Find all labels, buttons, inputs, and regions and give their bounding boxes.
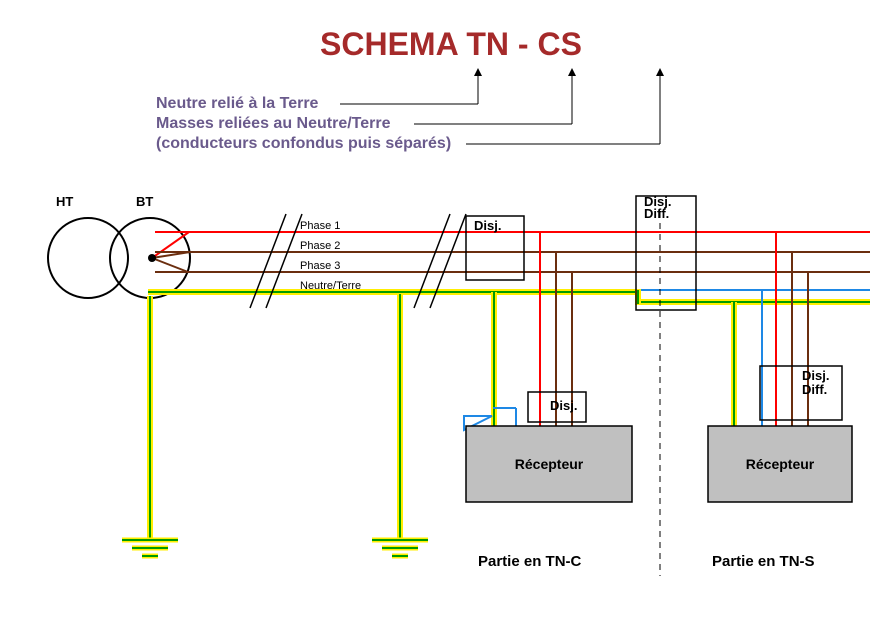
disj-top-left-label: Disj. (474, 218, 501, 233)
ht-coil (48, 218, 128, 298)
pointer-arrowhead-2 (656, 68, 664, 76)
subtitle-line-1: Masses reliées au Neutre/Terre (156, 115, 391, 132)
ht-label: HT (56, 194, 73, 209)
disj-diff-mid-label2: Diff. (802, 382, 827, 397)
bottom-label-1: Partie en TN-S (712, 553, 815, 570)
main-title: SCHEMA TN - CS (320, 26, 582, 62)
disj-diff-mid (760, 366, 842, 420)
disj-diff-top-label2: Diff. (644, 206, 669, 221)
label-phase2: Phase 2 (300, 240, 340, 252)
receiver-left-label: Récepteur (515, 456, 584, 472)
bt-star-p3 (152, 258, 188, 272)
receiver-right-label: Récepteur (746, 456, 815, 472)
subtitle-line-2: (conducteurs confondus puis séparés) (156, 135, 451, 152)
label-phase1: Phase 1 (300, 220, 340, 232)
label-neutre: Neutre/Terre (300, 280, 361, 292)
disj-diff-mid-label: Disj. (802, 368, 829, 383)
bt-neutral-node (148, 254, 156, 262)
pointer-arrowhead-0 (474, 68, 482, 76)
pointer-arrowhead-1 (568, 68, 576, 76)
disj-mid-left-label: Disj. (550, 398, 577, 413)
label-phase3: Phase 3 (300, 260, 340, 272)
bottom-label-0: Partie en TN-C (478, 553, 582, 570)
diagram-canvas: SCHEMA TN - CS Neutre relié à la Terre Mas… (0, 0, 870, 638)
subtitle-line-0: Neutre relié à la Terre (156, 95, 319, 112)
bt-label: BT (136, 194, 153, 209)
